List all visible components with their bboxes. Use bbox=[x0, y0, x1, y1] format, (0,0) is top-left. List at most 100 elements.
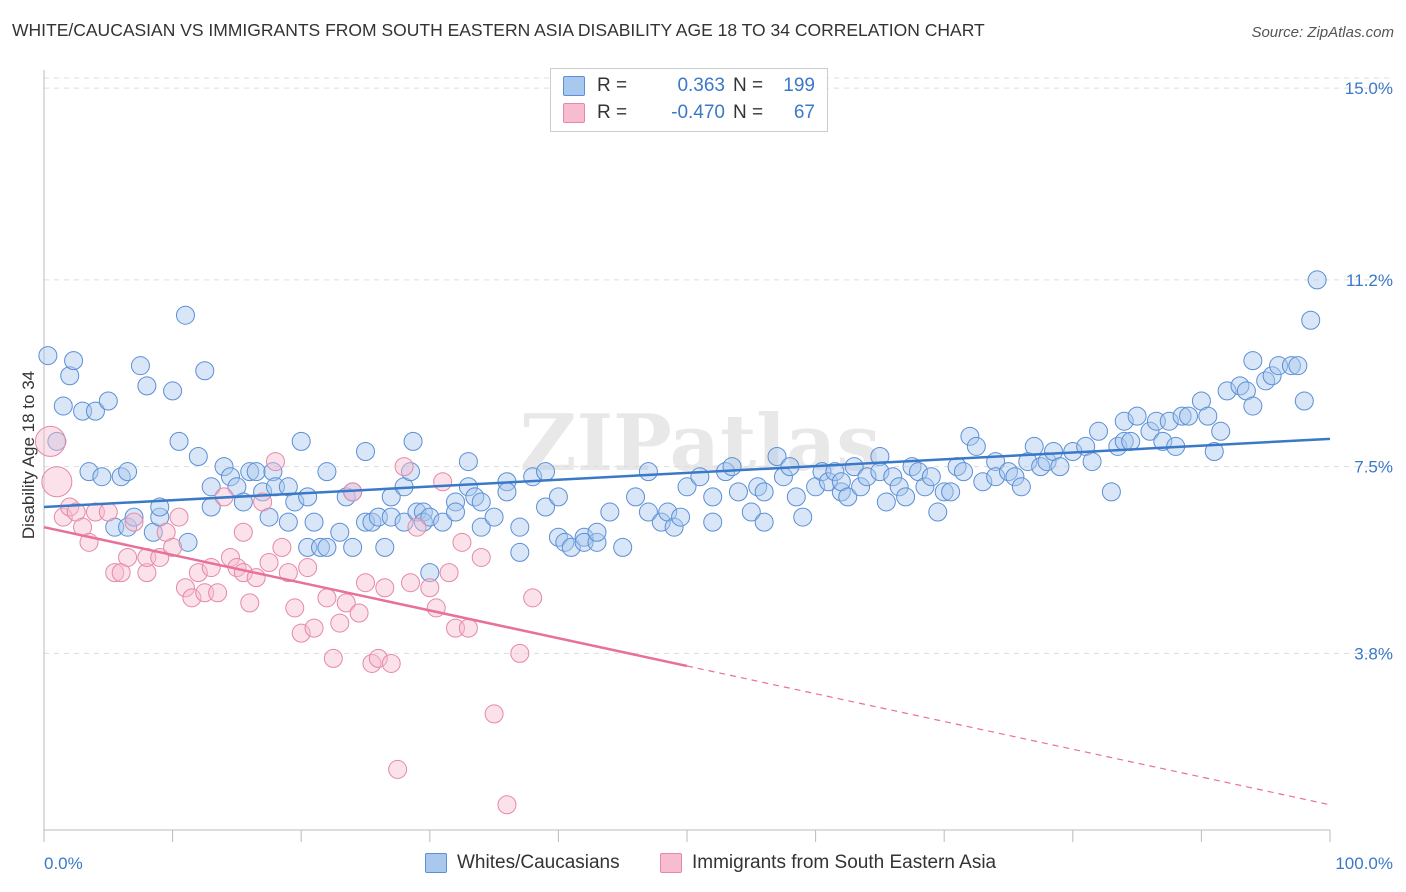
data-point-immigrants bbox=[169, 507, 189, 527]
data-point-whites bbox=[407, 502, 427, 522]
data-point-immigrants bbox=[356, 573, 375, 593]
data-point-immigrants bbox=[34, 425, 66, 457]
data-point-whites bbox=[413, 512, 433, 532]
data-point-whites bbox=[966, 436, 986, 456]
data-point-whites bbox=[1301, 310, 1321, 330]
data-point-whites bbox=[118, 517, 138, 537]
data-point-whites bbox=[851, 477, 871, 497]
trend-line-immigrants bbox=[43, 525, 688, 668]
data-point-whites bbox=[928, 502, 948, 522]
data-point-whites bbox=[703, 512, 723, 532]
data-point-whites bbox=[986, 467, 1006, 487]
data-point-whites bbox=[561, 537, 581, 557]
data-point-whites bbox=[85, 401, 105, 421]
data-point-whites bbox=[79, 462, 99, 482]
data-point-whites bbox=[536, 462, 556, 482]
data-point-whites bbox=[124, 507, 144, 527]
data-point-whites bbox=[831, 482, 851, 502]
legend-row-immigrants: R = -0.470 N = 67 bbox=[563, 100, 815, 126]
data-point-immigrants bbox=[182, 588, 202, 608]
data-point-whites bbox=[793, 507, 813, 527]
data-point-whites bbox=[825, 462, 845, 482]
data-point-whites bbox=[1089, 421, 1109, 441]
data-point-whites bbox=[60, 366, 80, 386]
data-point-immigrants bbox=[407, 517, 427, 537]
data-point-whites bbox=[1050, 457, 1070, 477]
data-point-whites bbox=[188, 447, 208, 467]
y-tick-label: 3.8% bbox=[1354, 644, 1393, 663]
data-point-whites bbox=[446, 492, 466, 512]
data-point-whites bbox=[375, 537, 395, 557]
data-point-immigrants bbox=[375, 578, 395, 598]
data-point-whites bbox=[471, 517, 491, 537]
data-point-whites bbox=[178, 532, 198, 552]
trend-line-immigrants-extrapolated bbox=[686, 665, 1331, 806]
y-tick-label: 15.0% bbox=[1345, 79, 1393, 98]
data-point-whites bbox=[728, 482, 748, 502]
data-point-immigrants bbox=[105, 563, 125, 583]
data-point-whites bbox=[915, 477, 935, 497]
data-point-whites bbox=[98, 391, 118, 411]
data-point-whites bbox=[1114, 411, 1134, 431]
data-point-whites bbox=[497, 482, 517, 502]
legend-r-label: R = bbox=[597, 75, 628, 96]
data-point-whites bbox=[767, 447, 787, 467]
data-point-immigrants bbox=[298, 558, 318, 578]
data-point-immigrants bbox=[137, 563, 157, 583]
bottom-legend-label: Whites/Caucasians bbox=[457, 852, 620, 873]
data-point-whites bbox=[433, 512, 453, 532]
data-point-immigrants bbox=[118, 547, 138, 567]
data-point-immigrants bbox=[388, 759, 408, 779]
data-point-whites bbox=[175, 305, 195, 325]
data-point-whites bbox=[889, 477, 909, 497]
data-point-immigrants bbox=[259, 553, 279, 573]
data-point-whites bbox=[1262, 366, 1282, 386]
legend-n-label: N = bbox=[733, 102, 764, 123]
data-point-whites bbox=[343, 537, 363, 557]
data-point-whites bbox=[613, 537, 633, 557]
data-point-whites bbox=[1179, 406, 1199, 426]
data-point-whites bbox=[1024, 436, 1044, 456]
data-point-whites bbox=[1011, 477, 1031, 497]
legend-r-value: 0.363 bbox=[677, 75, 725, 96]
data-point-whites bbox=[310, 537, 330, 557]
data-point-whites bbox=[291, 431, 311, 451]
x-tick-label: 100.0% bbox=[1335, 854, 1393, 873]
data-point-whites bbox=[999, 462, 1018, 482]
data-point-immigrants bbox=[452, 532, 472, 552]
data-point-whites bbox=[53, 396, 73, 416]
data-point-whites bbox=[1230, 376, 1250, 396]
data-point-whites bbox=[941, 482, 961, 502]
data-point-whites bbox=[458, 452, 478, 472]
data-point-whites bbox=[741, 502, 761, 522]
data-point-whites bbox=[844, 457, 864, 477]
y-axis-label: Disability Age 18 to 34 bbox=[19, 371, 38, 539]
data-point-immigrants bbox=[458, 618, 478, 638]
data-point-whites bbox=[638, 462, 658, 482]
data-point-whites bbox=[458, 477, 478, 497]
data-point-immigrants bbox=[253, 492, 273, 512]
data-point-immigrants bbox=[278, 563, 298, 583]
data-point-whites bbox=[446, 502, 466, 522]
data-point-whites bbox=[420, 507, 440, 527]
data-point-whites bbox=[401, 462, 421, 482]
data-point-whites bbox=[356, 441, 375, 461]
data-point-whites bbox=[471, 492, 491, 512]
data-point-whites bbox=[484, 507, 504, 527]
bottom-swatch-blue bbox=[425, 853, 447, 873]
data-point-whites bbox=[754, 512, 774, 532]
data-point-immigrants bbox=[349, 603, 369, 623]
data-point-whites bbox=[973, 472, 993, 492]
data-point-immigrants bbox=[285, 598, 305, 618]
y-tick-label: 7.5% bbox=[1354, 458, 1393, 477]
data-point-whites bbox=[420, 563, 440, 583]
data-point-whites bbox=[677, 477, 697, 497]
data-point-immigrants bbox=[175, 578, 195, 598]
trend-line-whites bbox=[43, 437, 1331, 509]
data-point-immigrants bbox=[523, 588, 543, 608]
data-point-whites bbox=[1211, 421, 1231, 441]
legend-swatch-blue bbox=[563, 76, 585, 96]
data-point-whites bbox=[1281, 356, 1301, 376]
data-point-immigrants bbox=[53, 507, 73, 527]
data-point-whites bbox=[1101, 482, 1121, 502]
